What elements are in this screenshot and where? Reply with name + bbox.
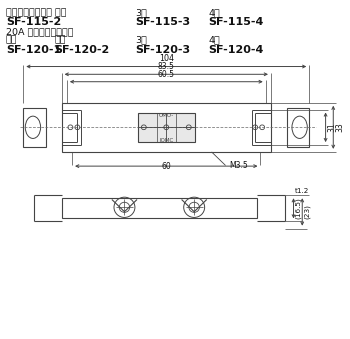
- Bar: [23, 108, 46, 147]
- Text: 両切: 両切: [55, 36, 66, 44]
- Text: JOMC: JOMC: [159, 138, 173, 143]
- Text: 3路: 3路: [135, 36, 147, 44]
- Text: 3路: 3路: [135, 8, 147, 17]
- Text: 4路: 4路: [208, 8, 220, 17]
- Text: SF-120-2: SF-120-2: [55, 45, 110, 55]
- Bar: [287, 108, 309, 147]
- Text: M3.5: M3.5: [229, 161, 248, 170]
- Text: クワイトスイッチ 両切: クワイトスイッチ 両切: [6, 8, 66, 17]
- Text: 31: 31: [328, 122, 337, 132]
- Text: 104: 104: [159, 55, 174, 63]
- Text: 片切: 片切: [6, 36, 18, 44]
- Bar: [62, 103, 271, 152]
- Text: 60: 60: [161, 162, 171, 171]
- Text: 33: 33: [335, 122, 344, 132]
- Text: SF-120-3: SF-120-3: [135, 45, 190, 55]
- Text: (23): (23): [304, 204, 310, 219]
- Text: OMO-: OMO-: [159, 113, 174, 118]
- Text: 60.5: 60.5: [158, 70, 175, 79]
- Text: SF-115-4: SF-115-4: [208, 17, 264, 27]
- Text: (16.5): (16.5): [295, 197, 302, 219]
- Bar: [138, 113, 195, 142]
- Text: 83.5: 83.5: [158, 62, 175, 71]
- Text: 20A クワイトスイッチ: 20A クワイトスイッチ: [6, 27, 74, 36]
- Bar: [62, 198, 257, 218]
- Text: SF-115-2: SF-115-2: [6, 17, 61, 27]
- Text: t1.2: t1.2: [295, 188, 310, 194]
- Text: SF-115-3: SF-115-3: [135, 17, 190, 27]
- Text: 4路: 4路: [208, 36, 220, 44]
- Text: SF-120-4: SF-120-4: [208, 45, 264, 55]
- Text: SF-120-1: SF-120-1: [6, 45, 61, 55]
